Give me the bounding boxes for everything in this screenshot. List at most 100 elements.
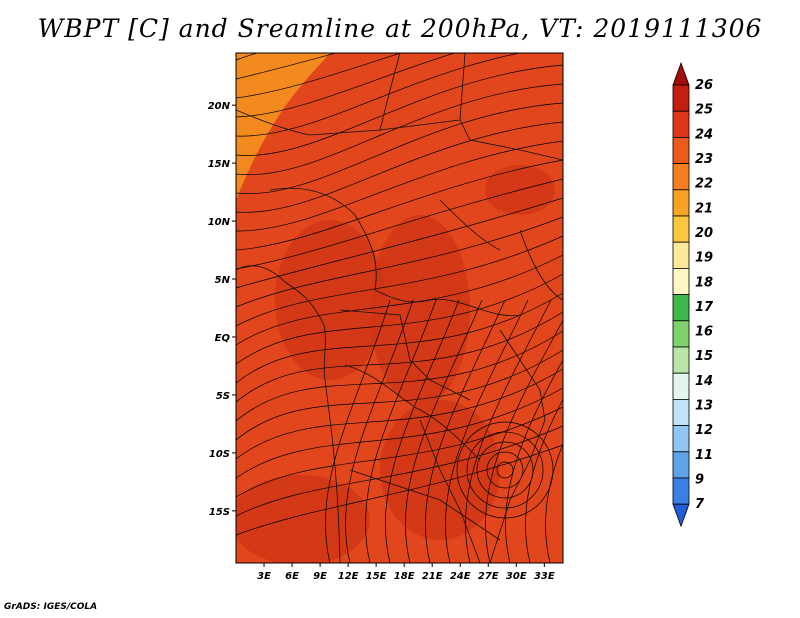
warm-patch — [236, 475, 370, 563]
streamline — [236, 140, 563, 232]
lon-label: 6E — [285, 571, 299, 582]
streamline — [236, 387, 563, 479]
colorbar-label: 12 — [695, 423, 713, 438]
streamline — [236, 273, 563, 365]
colorbar-segment — [672, 346, 690, 374]
map-frame — [235, 52, 564, 564]
colorbar-segment — [672, 372, 690, 400]
streamline — [236, 53, 522, 137]
streamline — [236, 349, 563, 441]
longitude-axis: 3E 6E 9E 12E 15E 18E 21E 24E 27E 30E 33E — [257, 563, 555, 582]
colorbar-label: 23 — [695, 152, 713, 167]
streamline — [236, 235, 563, 327]
lat-label: 20N — [208, 101, 231, 112]
map-panel — [236, 53, 563, 563]
colorbar-segment — [672, 320, 690, 348]
streamline — [236, 64, 563, 156]
streamline — [236, 53, 402, 99]
eddy-streamline — [456, 421, 554, 519]
colorbar-label: 7 — [695, 497, 705, 512]
streamline — [236, 406, 563, 498]
colorbar-label: 17 — [695, 300, 714, 315]
streamline — [236, 330, 563, 422]
streamline — [236, 178, 563, 270]
streamline — [236, 53, 259, 61]
lon-label: 33E — [534, 571, 555, 582]
lon-label: 18E — [394, 571, 415, 582]
colorbar-label: 9 — [695, 473, 704, 488]
streamline — [236, 216, 563, 308]
lat-label: 15S — [209, 507, 230, 518]
colorbar-label: 21 — [695, 201, 713, 216]
lat-label: 5S — [216, 391, 230, 402]
streamline — [236, 53, 338, 80]
lon-label: 15E — [366, 571, 387, 582]
colorbar-label: 24 — [695, 127, 713, 142]
streamline — [345, 299, 414, 563]
streamline — [236, 254, 563, 346]
colorbar-label: 19 — [695, 251, 713, 266]
warm-patch — [275, 220, 385, 380]
colorbar-segment — [672, 398, 690, 426]
colorbar: 26 25 24 23 22 21 20 19 18 17 16 15 14 13 12 11 9 7 — [672, 61, 714, 528]
streamline — [236, 53, 456, 118]
lon-label: 3E — [257, 571, 271, 582]
streamlines — [236, 53, 563, 563]
colorbar-segment — [672, 110, 690, 138]
streamline — [545, 442, 563, 563]
wbpt-cooler-region — [236, 53, 330, 200]
streamline — [236, 159, 563, 251]
colorbar-segment — [672, 136, 690, 164]
wbpt-warm-patches — [236, 165, 555, 563]
lon-label: 21E — [422, 571, 443, 582]
streamline — [236, 121, 563, 213]
lat-label: 10S — [209, 449, 230, 460]
colorbar-segment — [672, 425, 690, 453]
lon-label: 24E — [450, 571, 471, 582]
streamline — [236, 102, 563, 195]
colorbar-label: 20 — [695, 226, 713, 241]
colorbar-lower-arrow — [672, 503, 690, 528]
colorbar-label: 11 — [695, 448, 713, 463]
colorbar-segment — [672, 267, 690, 295]
colorbar-segment — [672, 163, 690, 191]
grads-credit: GrADS: IGES/COLA — [4, 602, 98, 612]
streamline — [236, 425, 563, 517]
lon-label: 30E — [506, 571, 527, 582]
colorbar-segment — [672, 189, 690, 217]
colorbar-segment — [672, 477, 690, 505]
lat-label: EQ — [215, 333, 231, 344]
lat-label: 5N — [215, 275, 231, 286]
streamline — [236, 197, 563, 289]
colorbar-label: 15 — [695, 349, 713, 364]
streamline — [365, 299, 437, 563]
streamline — [236, 83, 563, 176]
colorbar-label: 16 — [695, 325, 713, 340]
lon-label: 27E — [478, 571, 499, 582]
streamline — [385, 299, 460, 563]
streamline — [425, 299, 506, 563]
lat-label: 15N — [208, 159, 231, 170]
lon-label: 9E — [313, 571, 327, 582]
eddy-streamline — [496, 461, 514, 479]
streamline — [445, 299, 529, 563]
colorbar-upper-arrow — [672, 61, 690, 86]
lon-label: 12E — [338, 571, 359, 582]
chart-title: WBPT [C] and Sreamline at 200hPa, VT: 20… — [37, 14, 763, 43]
colorbar-segment — [672, 241, 690, 269]
colorbar-segment — [672, 215, 690, 243]
eddy-streamline — [466, 431, 544, 509]
colorbar-segment — [672, 294, 690, 322]
country-borders — [236, 53, 563, 563]
colorbar-label: 26 — [695, 78, 713, 93]
eddy-streamline — [476, 441, 534, 499]
colorbar-segment — [672, 84, 690, 112]
colorbar-label: 25 — [695, 103, 713, 118]
colorbar-label: 13 — [695, 399, 713, 414]
streamline — [405, 299, 483, 563]
streamline — [236, 292, 563, 384]
streamline — [525, 398, 563, 563]
lat-label: 10N — [208, 217, 231, 228]
streamline — [325, 299, 391, 563]
